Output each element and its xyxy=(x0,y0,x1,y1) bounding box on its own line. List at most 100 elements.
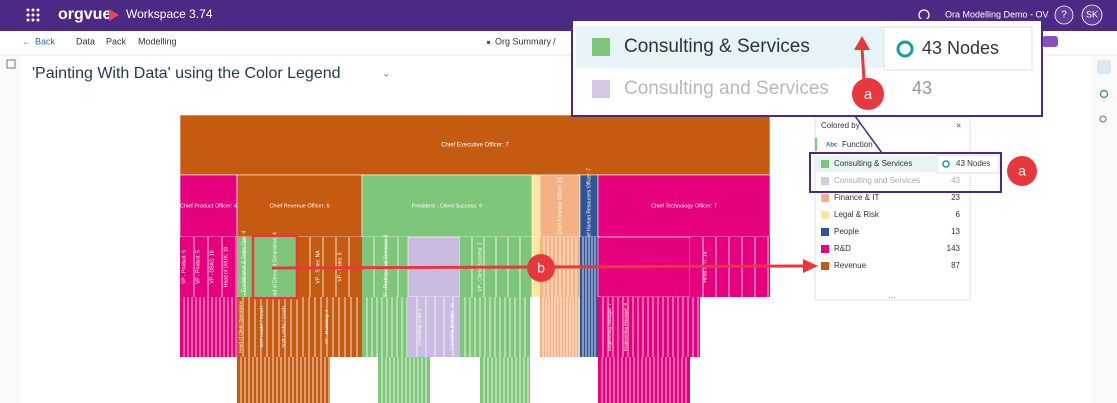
org-node xyxy=(179,114,771,176)
legend-field[interactable]: Function xyxy=(842,140,873,149)
annotation-label: a xyxy=(1018,163,1026,179)
org-node-label: President - Client Success: 6 xyxy=(412,203,483,209)
org-node-group xyxy=(237,297,362,357)
org-node xyxy=(531,174,541,238)
legend-label[interactable]: People xyxy=(834,227,859,236)
back-link[interactable]: Back xyxy=(35,36,56,46)
org-node-group xyxy=(362,297,408,357)
org-node-label: VP - Product: 5 xyxy=(195,250,201,284)
legend-heading: Colored by xyxy=(821,121,860,130)
callout-nodes-pill xyxy=(883,26,1033,71)
nodes-count: 43 Nodes xyxy=(956,159,990,168)
org-node xyxy=(361,174,533,238)
sidebar-icon[interactable] xyxy=(1099,89,1109,99)
legend-row-highlight xyxy=(816,156,936,172)
org-node-label: VP - Marketing: 3 xyxy=(324,309,329,344)
legend-highlight xyxy=(809,152,1002,193)
callout-swatch xyxy=(592,38,610,56)
nav-item[interactable]: Modelling xyxy=(138,36,177,46)
brand: orgvue xyxy=(58,6,111,23)
nav-item[interactable]: Data xyxy=(76,36,95,46)
legend-swatch xyxy=(821,228,829,236)
org-node-label: VP - Product: 5 xyxy=(181,250,187,284)
legend-count: 87 xyxy=(951,261,960,270)
right-sidebar xyxy=(1092,56,1117,403)
org-node-label: Chief Product Officer: 4 xyxy=(180,203,237,209)
org-node-group xyxy=(598,357,690,403)
org-node-label: Chief Revenue Officer: 6 xyxy=(269,203,329,209)
breadcrumb-icon xyxy=(487,41,490,44)
annotation-label: a xyxy=(864,86,873,103)
back-arrow[interactable]: ← xyxy=(22,36,31,46)
callout-nodes: 43 Nodes xyxy=(922,38,999,58)
legend-swatch xyxy=(821,194,829,202)
org-node-label: Head of UI/UX: 10 xyxy=(223,246,229,287)
org-node xyxy=(539,174,581,238)
workspace-name[interactable]: Ora Modelling Demo - OV xyxy=(945,9,1049,19)
legend-swatch xyxy=(821,262,829,270)
search-icon[interactable] xyxy=(1099,115,1107,123)
org-node-label: Chief Technology Officer: 7 xyxy=(651,203,717,209)
legend-close[interactable]: × xyxy=(956,120,961,130)
callout-nodes-icon xyxy=(896,40,914,58)
legend-panel xyxy=(814,116,971,301)
callout-label: Consulting and Services xyxy=(624,78,829,99)
org-node-label: Chief Human Resources Officer: 7 xyxy=(586,168,592,244)
legend-label[interactable]: Finance & IT xyxy=(834,193,879,202)
callout-arrow-head xyxy=(854,36,870,50)
breadcrumb-separator: / xyxy=(553,36,556,46)
user-avatar[interactable] xyxy=(1081,4,1103,26)
legend-swatch xyxy=(821,245,829,253)
nodes-icon xyxy=(942,160,950,168)
legend-swatch xyxy=(821,211,829,219)
sidebar-tab-active[interactable] xyxy=(1097,60,1111,74)
legend-count: 43 xyxy=(951,176,960,185)
legend-more[interactable]: ... xyxy=(889,291,896,300)
apps-icon[interactable] xyxy=(26,8,40,22)
help-label: ? xyxy=(1061,10,1067,21)
legend-rows: Consulting & Services Consulting and Serv… xyxy=(816,156,961,270)
legend-label[interactable]: Consulting and Services xyxy=(834,176,920,185)
callout-connector xyxy=(854,115,883,154)
left-sidebar xyxy=(0,56,20,403)
org-node-label: Chief Financial Officer: 21 xyxy=(557,177,563,235)
user-initials: SK xyxy=(1086,9,1098,19)
org-node-label: Engineering Manager: 7 xyxy=(607,302,612,351)
legend-label[interactable]: Revenue xyxy=(834,261,867,270)
workspace: Workspace 3.74 xyxy=(126,7,213,21)
org-node-label: VP - DBAS: 10 xyxy=(209,250,215,283)
toolbar-button[interactable] xyxy=(1042,36,1058,47)
callout-count: 43 xyxy=(912,78,932,98)
help-button[interactable] xyxy=(1054,5,1074,25)
nodes-pill xyxy=(936,154,1000,174)
org-node-label: Head of Client Operations xyxy=(238,300,243,353)
annotation-marker xyxy=(1007,156,1037,186)
org-node-label: VP - Enablement & Sales Ops: 4 xyxy=(241,231,247,304)
legend-label[interactable]: R&D xyxy=(834,244,851,253)
org-node-group xyxy=(180,297,237,357)
org-node-label: Consulting Lead: 5 xyxy=(417,308,422,346)
org-node xyxy=(236,174,363,238)
brand-logo xyxy=(109,9,119,21)
legend-swatch xyxy=(821,160,829,168)
legend-swatch xyxy=(821,177,829,185)
field-type: Abc xyxy=(826,143,838,149)
legend-count: 23 xyxy=(951,193,960,202)
legend-label[interactable]: Legal & Risk xyxy=(834,210,880,219)
breadcrumb[interactable]: Org Summary xyxy=(495,36,552,46)
annotation-marker xyxy=(527,254,555,282)
legend-count: 6 xyxy=(956,210,961,219)
org-node-group xyxy=(180,237,237,297)
add-icon[interactable] xyxy=(6,59,16,69)
org-node-label: Chief Executive Officer: 7 xyxy=(441,143,509,149)
org-node-label: Engineering Manager: 8 xyxy=(623,302,628,351)
org-node-group xyxy=(237,357,330,403)
org-node xyxy=(597,174,771,238)
legend-label[interactable]: Consulting & Services xyxy=(834,159,912,168)
org-node-group xyxy=(480,357,530,403)
nav-item[interactable]: Pack xyxy=(106,36,127,46)
title-dropdown[interactable]: ⌄ xyxy=(382,69,390,80)
annotation-label: b xyxy=(537,260,545,276)
legend-count: 143 xyxy=(947,244,961,253)
